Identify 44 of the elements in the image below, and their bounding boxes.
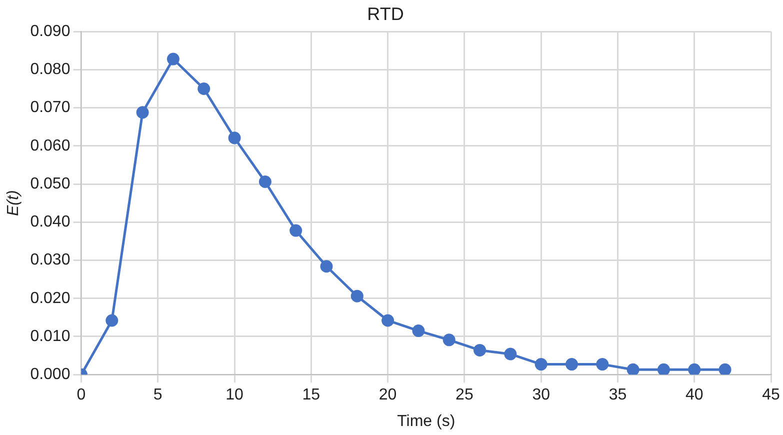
point	[565, 358, 578, 371]
point	[320, 260, 333, 273]
point	[382, 314, 394, 327]
y-tick-label: 0.050	[30, 175, 70, 192]
x-tick-label: 10	[226, 386, 244, 404]
point	[106, 314, 118, 327]
point	[504, 348, 517, 360]
y-tick-label: 0.030	[30, 252, 70, 269]
point	[534, 358, 548, 371]
y-tick-label: 0.000	[30, 366, 70, 384]
x-axis-title: Time (s)	[397, 412, 456, 430]
point	[474, 344, 486, 356]
x-tick-label: 35	[608, 386, 627, 404]
y-tick-label: 0.080	[30, 61, 70, 78]
y-tick-label: 0.020	[30, 290, 70, 307]
x-tick-label: 15	[302, 386, 320, 404]
y-axis-title: E(t)	[5, 190, 22, 216]
y-tick-label: 0.090	[30, 23, 70, 40]
x-tick-label: 20	[378, 386, 397, 404]
y-tick-label: 0.010	[30, 328, 70, 345]
x-tick-label: 0	[76, 386, 86, 404]
x-tick-label: 25	[456, 386, 474, 404]
point	[626, 363, 640, 375]
x-tick-label: 45	[762, 386, 780, 404]
point	[718, 363, 732, 375]
x-tick-label: 5	[153, 386, 162, 404]
point	[198, 82, 210, 96]
y-tick-label: 0.060	[30, 137, 70, 154]
point	[350, 290, 364, 302]
point	[596, 358, 609, 371]
point	[688, 363, 701, 375]
y-tick-label: 0.040	[30, 214, 70, 231]
point	[290, 224, 302, 237]
point	[442, 334, 456, 346]
x-tick-label: 40	[685, 386, 704, 404]
x-tick-label: 30	[532, 386, 550, 404]
point	[412, 324, 425, 338]
chart-title: RTD	[367, 4, 404, 24]
point	[657, 363, 670, 375]
y-tick-label: 0.070	[30, 99, 70, 116]
point	[136, 106, 149, 119]
point	[258, 176, 272, 188]
point	[228, 132, 241, 144]
point	[166, 52, 180, 66]
